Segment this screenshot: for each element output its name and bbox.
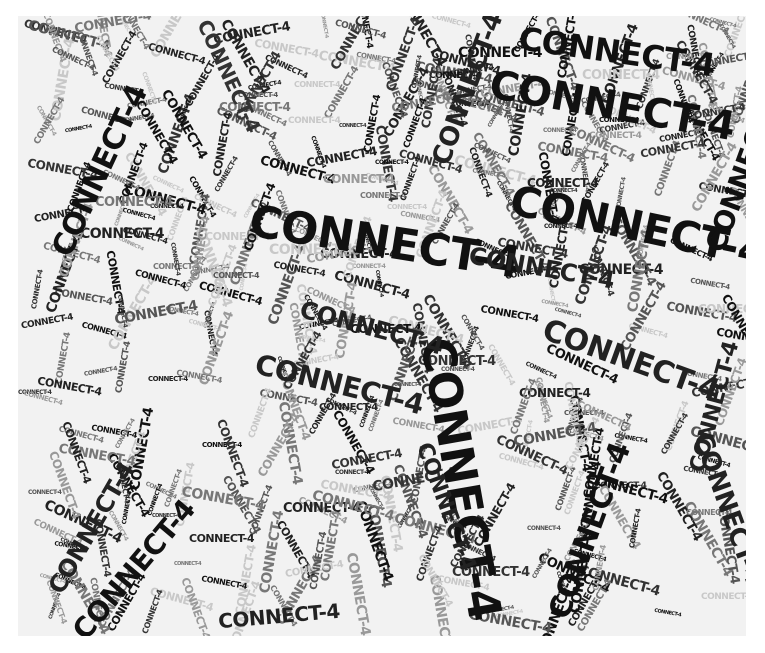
word-small: CONNECT-4 (429, 71, 482, 81)
word-small: CONNECT-4 (322, 64, 362, 121)
word-small: CONNECT-4 (543, 127, 577, 134)
word-small: CONNECT-4 (83, 365, 118, 378)
word-small: CONNECT-4 (451, 100, 491, 108)
word-small: CONNECT-4 (387, 203, 427, 211)
word-small: CONNECT-4 (508, 377, 540, 437)
word-small: CONNECT-4 (689, 276, 731, 292)
word-small: CONNECT-4 (701, 592, 746, 602)
word-small: CONNECT-4 (238, 91, 278, 99)
word-small: CONNECT-4 (150, 203, 184, 210)
word-small: CONNECT-4 (350, 322, 422, 336)
word-small: CONNECT-4 (205, 230, 271, 243)
word-small: CONNECT-4 (582, 68, 660, 83)
word-small: CONNECT-4 (458, 45, 543, 61)
word-small: CONNECT-4 (153, 262, 200, 271)
word-small: CONNECT-4 (360, 191, 407, 200)
word-small: CONNECT-4 (452, 565, 530, 580)
word-small: CONNECT-4 (29, 269, 45, 310)
word-small: CONNECT-4 (213, 271, 260, 280)
word-small: CONNECT-4 (441, 366, 475, 373)
word-small: CONNECT-4 (579, 262, 664, 278)
word-small: CONNECT-4 (319, 402, 378, 413)
word-small: CONNECT-4 (219, 100, 291, 114)
word-small: CONNECT-4 (95, 195, 173, 210)
word-small: CONNECT-4 (599, 116, 639, 124)
word-small: CONNECT-4 (686, 508, 733, 517)
word-small: CONNECT-4 (283, 501, 361, 516)
word-small: CONNECT-4 (418, 354, 496, 369)
word-small: CONNECT-4 (519, 386, 591, 400)
word-small: CONNECT-4 (294, 80, 341, 89)
word-small: CONNECT-4 (430, 16, 472, 31)
word-small: CONNECT-4 (20, 312, 74, 332)
word-small: CONNECT-4 (64, 123, 93, 135)
word-small: CONNECT-4 (318, 16, 330, 39)
word-small: CONNECT-4 (479, 303, 540, 326)
word-small: CONNECT-4 (375, 159, 409, 166)
word-small: CONNECT-4 (653, 607, 682, 619)
word-small: CONNECT-4 (394, 382, 422, 388)
word-small: CONNECT-4 (527, 525, 561, 532)
word-small: CONNECT-4 (28, 489, 62, 496)
word-small: CONNECT-4 (320, 247, 398, 262)
word-small: CONNECT-4 (140, 588, 165, 636)
word-small: CONNECT-4 (288, 116, 341, 126)
word-small: CONNECT-4 (544, 223, 578, 230)
word-small: CONNECT-4 (550, 188, 578, 194)
word-small: CONNECT-4 (269, 242, 354, 258)
word-small: CONNECT-4 (18, 389, 52, 396)
word-small: CONNECT-4 (80, 226, 165, 242)
word-small: CONNECT-4 (202, 441, 242, 449)
word-small: CONNECT-4 (564, 409, 604, 417)
word-small: CONNECT-4 (352, 263, 386, 270)
word-small: CONNECT-4 (323, 172, 395, 186)
word-small: CONNECT-4 (148, 375, 188, 383)
word-small: CONNECT-4 (594, 481, 647, 491)
word-small: CONNECT-4 (113, 297, 199, 329)
word-small: CONNECT-4 (342, 551, 374, 636)
word-small: CONNECT-4 (666, 52, 713, 61)
word-small: CONNECT-4 (527, 176, 599, 190)
word-small: CONNECT-4 (174, 561, 202, 567)
word-small: CONNECT-4 (247, 387, 275, 440)
word-small: CONNECT-4 (698, 302, 746, 316)
word-small: CONNECT-4 (189, 532, 255, 545)
word-small: CONNECT-4 (335, 469, 369, 476)
word-cloud-panel: CONNECT-4 CONNECT-4 CONNECT-4 CONNECT-4 … (18, 16, 746, 636)
word-small: CONNECT-4 (589, 131, 642, 141)
word-small: CONNECT-4 (339, 123, 367, 129)
word-small: CONNECT-4 (253, 36, 320, 61)
word-small: CONNECT-4 (152, 513, 180, 519)
